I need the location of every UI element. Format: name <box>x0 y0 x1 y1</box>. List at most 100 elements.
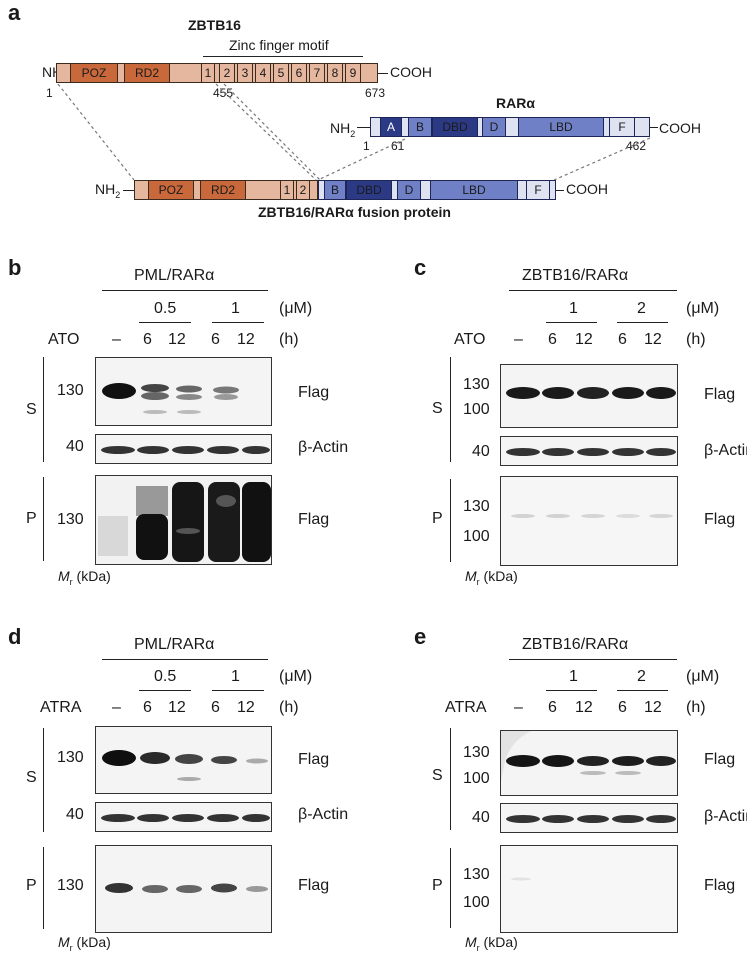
fusion-domain-rd2: RD2 <box>200 180 246 200</box>
zinc-finger-8: 8 <box>327 63 343 83</box>
zinc-finger-4: 4 <box>255 63 271 83</box>
panel-b-s-flag-blot <box>95 357 272 426</box>
panel-e-conc-2: 2 <box>637 668 646 685</box>
panel-e-lane-4: 6 <box>618 699 627 716</box>
panel-e-mr-label: Mr (kDa) <box>465 934 518 953</box>
rara-domain-dbd: DBD <box>432 117 478 137</box>
panel-d-conc-bracket-2 <box>212 690 264 691</box>
panel-c-conc-bracket-1 <box>546 322 597 323</box>
zinc-finger-9: 9 <box>345 63 361 83</box>
panel-c-s-flag-blot <box>500 364 678 428</box>
panel-e-s-label: S <box>432 767 443 784</box>
panel-b-drug: ATO <box>48 331 80 348</box>
panel-e-time-unit: (h) <box>686 699 706 716</box>
panel-c-p-label: P <box>432 510 443 527</box>
panel-c-lane-2: 6 <box>548 331 557 348</box>
panel-b-actin-blot <box>95 434 272 464</box>
panel-c-lane-3: 12 <box>575 331 593 348</box>
fusion-zinc-finger-2: 2 <box>296 180 310 200</box>
panel-c-actin-marker: 40 <box>472 443 490 460</box>
panel-d-s-flag-blot <box>95 726 272 794</box>
panel-e-p-label: P <box>432 877 443 894</box>
panel-b-p-bracket <box>43 477 44 561</box>
panel-d-drug: ATRA <box>40 699 82 716</box>
panel-d-p-bracket <box>43 847 44 929</box>
rara-domain-a: A <box>380 117 402 137</box>
panel-d-mr-label: Mr (kDa) <box>58 934 111 953</box>
panel-e-conc-bracket-1 <box>546 690 597 691</box>
panel-d-p-label: P <box>26 877 37 894</box>
panel-b-conc-unit: (μM) <box>279 300 313 317</box>
panel-d-lane-4: 6 <box>211 699 220 716</box>
panel-b-mr-label: Mr (kDa) <box>58 568 111 587</box>
rara-domain-d: D <box>482 117 506 137</box>
panel-c-label: c <box>414 255 427 280</box>
panel-c-construct-bracket <box>509 290 677 291</box>
panel-b-s-bracket <box>43 357 44 462</box>
zbtb16-pos-end: 673 <box>365 86 386 100</box>
panel-d-flag-label: Flag <box>298 751 330 768</box>
panel-b-flag-label: Flag <box>298 384 330 401</box>
panel-e-s-bracket <box>450 728 451 830</box>
panel-c-construct: ZBTB16/RARα <box>522 267 629 284</box>
panel-c-lane-1: – <box>514 331 523 348</box>
zinc-finger-6: 6 <box>291 63 307 83</box>
panel-d-construct-bracket <box>102 659 268 660</box>
panel-e-drug: ATRA <box>445 699 487 716</box>
panel-b-lane-2: 6 <box>143 331 152 348</box>
fusion-domain-d: D <box>397 180 421 200</box>
panel-c-conc-unit: (μM) <box>686 300 720 317</box>
panel-c-p-flag-label: Flag <box>704 511 736 528</box>
fusion-connector-lines <box>57 83 651 181</box>
panel-b-conc-2: 1 <box>231 300 240 317</box>
panel-d-actin-marker: 40 <box>66 806 84 823</box>
panel-b-p-flag-label: Flag <box>298 511 330 528</box>
panel-e-lane-2: 6 <box>548 699 557 716</box>
panel-c-p-marker-130: 130 <box>463 498 490 515</box>
panel-e-actin-label: β-Actin <box>704 808 747 825</box>
panel-d-actin-blot <box>95 802 272 832</box>
panel-e-conc-1: 1 <box>569 668 578 685</box>
rara-cooh-link <box>650 127 658 128</box>
panel-e-lane-3: 12 <box>575 699 593 716</box>
panel-c-lane-5: 12 <box>644 331 662 348</box>
panel-e-lane-5: 12 <box>644 699 662 716</box>
rara-title: RARα <box>496 95 535 111</box>
zinc-finger-3: 3 <box>237 63 253 83</box>
panel-c-actin-label: β-Actin <box>704 442 747 459</box>
panel-e-conc-unit: (μM) <box>686 668 720 685</box>
zinc-finger-bracket <box>203 56 363 57</box>
panel-e-s-flag-blot <box>500 730 678 796</box>
panel-b-construct-bracket <box>102 290 268 291</box>
fusion-cooh-link <box>556 190 564 191</box>
panel-b-lane-1: – <box>112 331 121 348</box>
panel-c-conc-bracket-2 <box>617 322 668 323</box>
panel-b-s-label: S <box>26 401 37 418</box>
zbtb16-cooh-link <box>378 73 388 74</box>
panel-b-actin-label: β-Actin <box>298 439 349 456</box>
panel-b-p-marker-130: 130 <box>57 511 84 528</box>
panel-c-s-bracket <box>450 357 451 462</box>
zinc-finger-1: 1 <box>201 63 215 83</box>
zbtb16-pos-start: 1 <box>46 86 53 100</box>
zinc-finger-2: 2 <box>219 63 235 83</box>
panel-c-conc-1: 1 <box>569 300 578 317</box>
zbtb16-pos-break: 455 <box>213 86 234 100</box>
panel-e-p-flag-blot <box>500 845 678 933</box>
panel-b-actin-marker: 40 <box>66 438 84 455</box>
rara-pos-start: 1 <box>363 139 370 153</box>
panel-d-conc-bracket-1 <box>139 690 191 691</box>
zbtb16-domain-rd2: RD2 <box>124 63 170 83</box>
panel-d-p-marker-130: 130 <box>57 877 84 894</box>
panel-b-conc-bracket-2 <box>212 322 264 323</box>
fusion-domain-lbd: LBD <box>430 180 518 200</box>
panel-e-s-marker-130: 130 <box>463 744 490 761</box>
rara-domain-lbd: LBD <box>518 117 604 137</box>
panel-e-construct-bracket <box>509 659 677 660</box>
zbtb16-domain-poz: POZ <box>70 63 118 83</box>
panel-c-mr-label: Mr (kDa) <box>465 568 518 587</box>
panel-b-lane-3: 12 <box>168 331 186 348</box>
panel-c-drug: ATO <box>454 331 486 348</box>
fusion-title: ZBTB16/RARα fusion protein <box>258 204 451 220</box>
panel-d-s-bracket <box>43 728 44 832</box>
